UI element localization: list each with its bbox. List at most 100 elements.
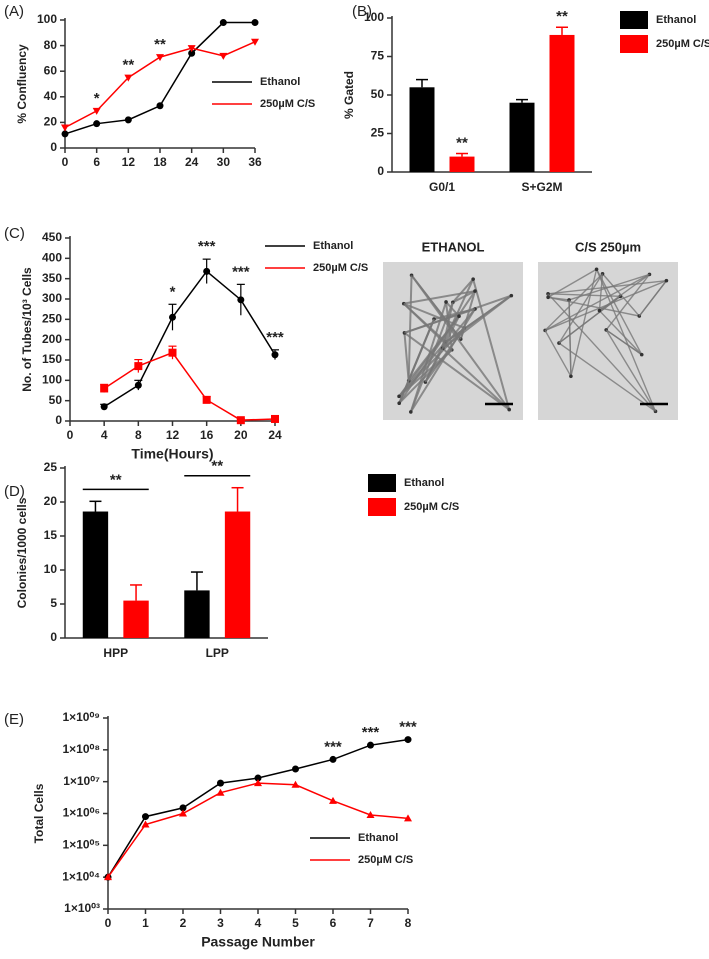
annotation: *: [94, 90, 100, 107]
cell: [409, 410, 413, 414]
y-tick-label: 20: [44, 494, 58, 508]
x-tick-label: 16: [200, 428, 214, 442]
x-tick-label: 3: [217, 916, 224, 930]
y-axis-label: No. of Tubes/10³ Cells: [20, 267, 34, 392]
point: [202, 395, 211, 404]
point: [124, 116, 132, 124]
tube: [452, 278, 511, 410]
cell: [507, 407, 512, 412]
x-tick-label: 12: [122, 155, 136, 169]
legend-swatch: [620, 35, 648, 53]
legend-swatch: [368, 474, 396, 492]
cell: [471, 277, 475, 281]
cell: [457, 314, 461, 319]
x-tick-label: S+G2M: [521, 180, 562, 194]
bar: [184, 590, 210, 638]
point: [168, 348, 177, 357]
x-tick-label: 8: [135, 428, 142, 442]
x-tick-label: G0/1: [429, 180, 455, 194]
point: [291, 780, 300, 788]
tube: [558, 268, 657, 412]
bar: [449, 156, 475, 172]
x-tick-label: 20: [234, 428, 248, 442]
annotation: **: [456, 134, 468, 151]
legend-swatch: [620, 11, 648, 29]
y-tick-label: 5: [50, 596, 57, 610]
panel-label: (D): [4, 483, 25, 500]
annotation: **: [211, 458, 223, 475]
tube: [544, 299, 572, 377]
x-tick-label: 7: [367, 916, 374, 930]
y-tick-label: 100: [37, 12, 57, 26]
annotation: ***: [232, 263, 250, 280]
point: [156, 102, 164, 110]
panel-label: (C): [4, 225, 25, 242]
y-tick-label: 300: [42, 291, 62, 305]
tube: [547, 268, 598, 377]
y-tick-label: 1×10⁰⁵: [63, 838, 100, 852]
point: [142, 813, 149, 821]
x-tick-label: 30: [217, 155, 231, 169]
bar: [509, 102, 535, 172]
bar: [224, 511, 251, 638]
point: [134, 362, 143, 371]
point: [271, 351, 279, 359]
y-tick-label: 20: [44, 115, 58, 129]
y-tick-label: 0: [50, 140, 57, 154]
y-tick-label: 1×10⁰⁷: [63, 774, 100, 788]
point: [61, 124, 69, 132]
x-tick-label: 36: [248, 155, 262, 169]
image-label: C/S 250µm: [575, 239, 641, 254]
x-tick-label: 1: [142, 916, 149, 930]
point: [141, 820, 150, 828]
y-tick-label: 200: [42, 332, 62, 346]
x-axis-label: Time(Hours): [131, 446, 213, 462]
y-tick-label: 100: [42, 373, 62, 387]
x-tick-label: 18: [153, 155, 167, 169]
tube: [544, 273, 651, 332]
point: [156, 54, 164, 62]
x-axis-label: Passage Number: [201, 934, 315, 950]
series-line: [103, 351, 276, 421]
y-tick-label: 75: [371, 49, 385, 63]
legend-label: Ethanol: [358, 832, 398, 844]
annotation: **: [122, 57, 134, 74]
point: [404, 814, 412, 822]
point: [179, 804, 187, 812]
y-tick-label: 1×10⁰⁹: [62, 710, 100, 724]
legend-label: 250µM C/S: [358, 854, 413, 866]
point: [251, 19, 259, 27]
point: [254, 774, 262, 782]
cell: [444, 300, 448, 304]
point: [179, 809, 187, 817]
cell: [569, 374, 573, 379]
point: [100, 403, 108, 411]
annotation: *: [170, 283, 176, 300]
point: [251, 38, 259, 46]
point: [134, 381, 142, 389]
point: [93, 120, 101, 128]
y-tick-label: 1×10⁰⁴: [62, 869, 100, 883]
bar: [123, 600, 149, 638]
y-tick-label: 25: [44, 460, 58, 474]
micrograph: [538, 262, 678, 420]
x-tick-label: LPP: [206, 646, 229, 660]
x-tick-label: 5: [292, 916, 299, 930]
cell: [597, 308, 602, 313]
x-tick-label: 0: [67, 428, 74, 442]
annotation: ***: [266, 329, 284, 346]
y-axis-label: % Confluency: [15, 44, 29, 124]
bar: [409, 87, 435, 172]
point: [203, 267, 211, 275]
point: [329, 755, 337, 763]
legend-swatch: [368, 498, 396, 516]
legend-label: Ethanol: [656, 14, 696, 26]
x-tick-label: 8: [405, 916, 412, 930]
bar: [549, 34, 575, 172]
x-tick-label: 6: [330, 916, 337, 930]
point: [217, 779, 224, 787]
x-tick-label: 0: [62, 155, 69, 169]
y-tick-label: 50: [371, 87, 385, 101]
y-tick-label: 50: [49, 393, 63, 407]
y-tick-label: 450: [42, 230, 62, 244]
